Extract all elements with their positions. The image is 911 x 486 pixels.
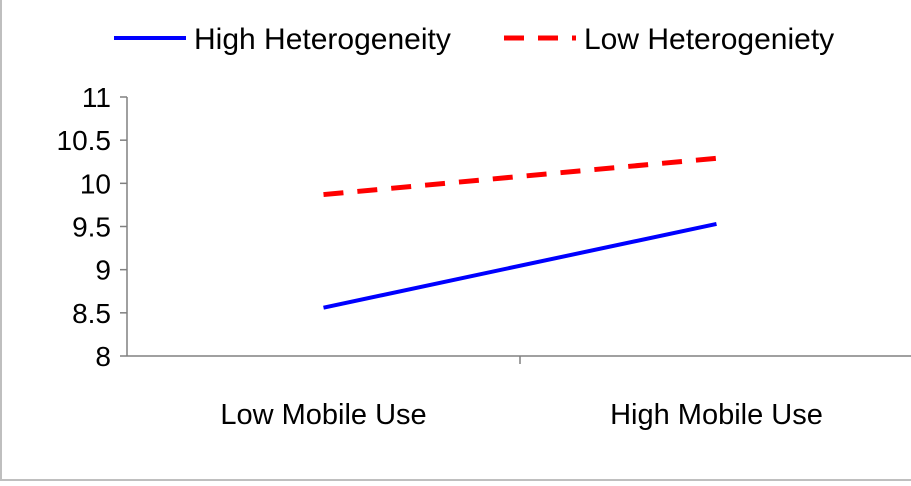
series-line-low-heterogeniety	[324, 158, 717, 194]
x-ticks: Low Mobile Use High Mobile Use	[220, 356, 911, 431]
y-tick-label: 9	[95, 255, 111, 286]
y-ticks: 8 8.5 9 9.5 10 10.5 11	[57, 82, 128, 372]
series-line-high-heterogeneity	[324, 224, 717, 308]
series-lines	[324, 158, 717, 307]
legend: High Heterogeneity Low Heterogeniety	[114, 23, 834, 56]
x-category-label: Low Mobile Use	[220, 399, 426, 431]
y-tick-label: 10.5	[57, 125, 112, 156]
y-tick-label: 8	[95, 341, 111, 372]
y-tick-label: 8.5	[72, 298, 111, 329]
axes: 8 8.5 9 9.5 10 10.5 11 Low Mobile Use High Mobi…	[57, 82, 911, 431]
legend-label-high-heterogeneity: High Heterogeneity	[194, 23, 451, 56]
y-tick-label: 9.5	[72, 212, 111, 243]
y-tick-label: 11	[82, 82, 111, 113]
legend-label-low-heterogeniety: Low Heterogeniety	[584, 23, 834, 56]
x-category-label: High Mobile Use	[610, 399, 823, 431]
y-tick-label: 10	[80, 168, 111, 199]
